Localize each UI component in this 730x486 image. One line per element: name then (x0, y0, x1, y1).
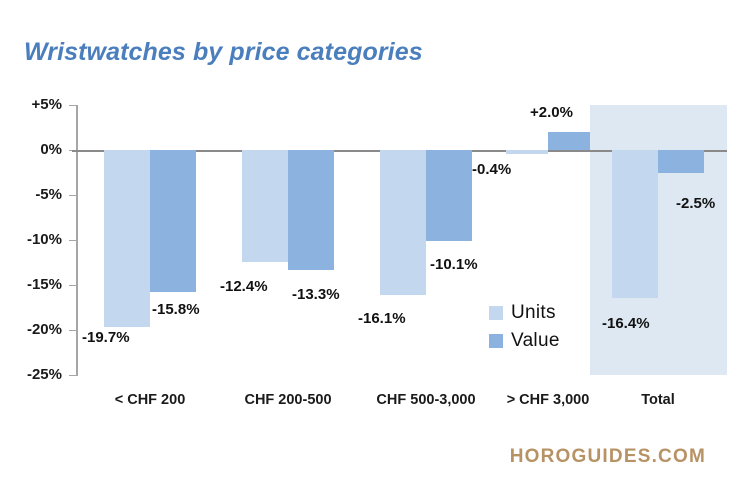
y-axis-line (76, 105, 78, 376)
legend-swatch-icon (489, 334, 503, 348)
bar-value (150, 150, 196, 293)
y-axis-tick-label: +5% (31, 96, 62, 113)
y-axis-tick (69, 285, 77, 286)
data-label-units: -16.4% (602, 315, 650, 332)
y-axis-tick (69, 375, 77, 376)
y-axis-tick (69, 330, 77, 331)
watermark: HOROGUIDES.COM (509, 446, 706, 467)
y-axis-tick-label: -5% (35, 186, 62, 203)
y-axis-tick-label: 0% (40, 141, 62, 158)
bar-units (242, 150, 288, 262)
data-label-value: -13.3% (292, 286, 340, 303)
legend-swatch-icon (489, 306, 503, 320)
bar-units (506, 150, 548, 154)
bar-value (658, 150, 704, 173)
x-axis-label-4: Total (641, 392, 675, 408)
legend-item-units[interactable]: Units (489, 302, 560, 324)
y-axis-tick (69, 195, 77, 196)
y-axis-tick-label: -15% (26, 276, 62, 293)
chart-title: Wristwatches by price categories (24, 38, 423, 66)
data-label-units: -19.7% (82, 329, 130, 346)
data-label-units: -16.1% (358, 310, 406, 327)
y-axis-tick (69, 105, 77, 106)
y-axis-tick (69, 240, 77, 241)
bar-value (548, 132, 590, 150)
y-axis-tick-label: -25% (26, 366, 62, 383)
data-label-value: -15.8% (152, 301, 200, 318)
x-axis-label-0: < CHF 200 (114, 392, 186, 408)
y-axis-tick-label: -20% (26, 321, 62, 338)
bar-value (288, 150, 334, 270)
legend-item-value[interactable]: Value (489, 330, 560, 352)
data-label-value: -10.1% (430, 256, 478, 273)
chart-legend: Units Value (489, 302, 560, 352)
bar-value (426, 150, 472, 241)
total-highlight-panel (590, 105, 727, 375)
y-axis-tick-label: -10% (26, 231, 62, 248)
bar-units (104, 150, 150, 328)
plot-area: -19.7% -15.8% -12.4% -13.3% -16.1% -10.1% -0.4… (72, 104, 727, 375)
data-label-units: -0.4% (472, 161, 512, 178)
x-axis-label-3: > CHF 3,000 (506, 392, 590, 408)
legend-label: Units (511, 302, 556, 323)
data-label-value: +2.0% (530, 104, 573, 121)
data-label-value: -2.5% (676, 195, 716, 212)
x-axis-label-1: CHF 200-500 (244, 392, 332, 408)
data-label-units: -12.4% (220, 278, 268, 295)
legend-label: Value (511, 330, 560, 351)
bar-units (380, 150, 426, 295)
x-axis-label-2: CHF 500-3,000 (376, 392, 476, 408)
bar-units (612, 150, 658, 298)
